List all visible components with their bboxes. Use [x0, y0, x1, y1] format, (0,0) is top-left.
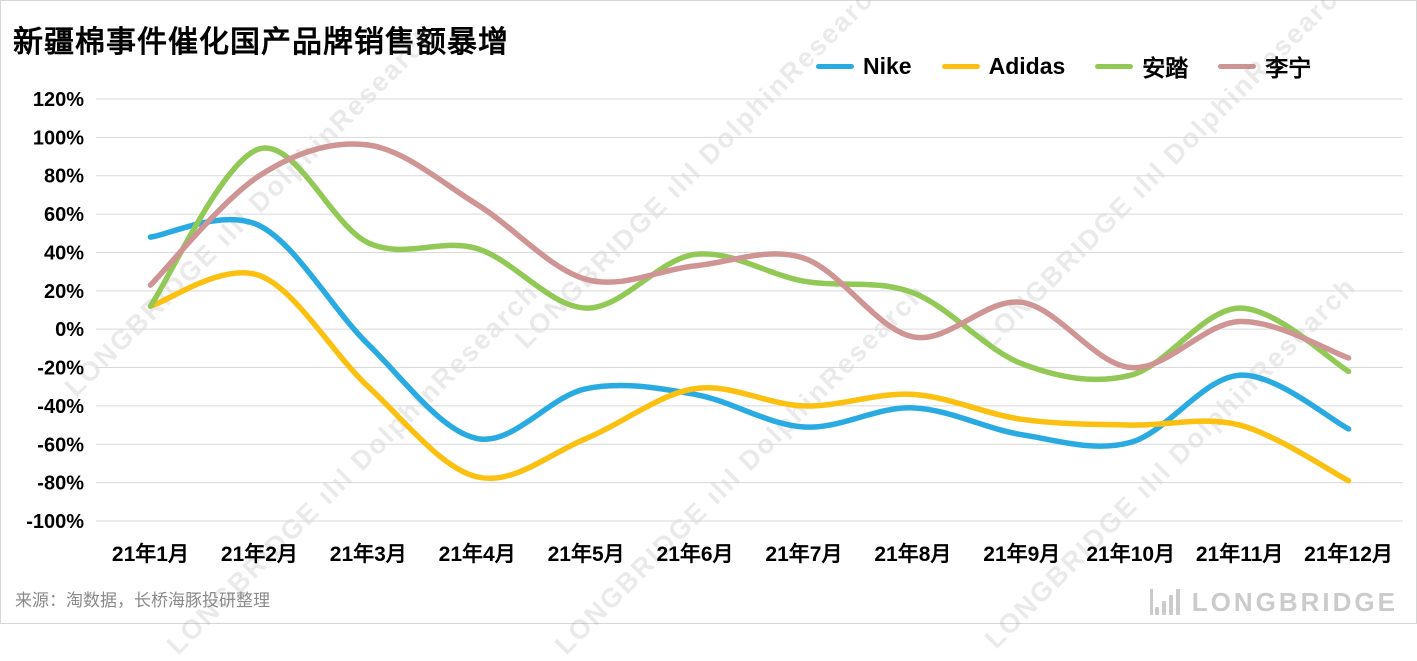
svg-text:-40%: -40%: [37, 396, 84, 418]
legend-item-anta: 安踏: [1095, 49, 1188, 83]
svg-text:21年12月: 21年12月: [1304, 542, 1393, 566]
svg-text:80%: 80%: [44, 166, 84, 188]
line-chart: -100% -80% -60% -40% -20% 0% 20% 40% 60% 80% 100% 1…: [26, 89, 1403, 566]
svg-text:21年3月: 21年3月: [330, 542, 407, 566]
longbridge-logo: LONGBRIDGE: [1149, 587, 1398, 617]
legend-label-adidas: Adidas: [988, 52, 1066, 79]
legend-label-anta: 安踏: [1142, 55, 1189, 81]
legend-item-lining: 李宁: [1218, 49, 1311, 83]
svg-text:20%: 20%: [44, 281, 84, 303]
svg-text:21年5月: 21年5月: [548, 542, 625, 566]
svg-text:21年8月: 21年8月: [874, 542, 951, 566]
legend-line-swatch-anta: [1095, 63, 1134, 69]
svg-text:21年7月: 21年7月: [765, 542, 842, 566]
svg-text:21年2月: 21年2月: [221, 542, 298, 566]
source-note: 来源：淘数据，长桥海豚投研整理: [15, 591, 270, 610]
svg-text:21年10月: 21年10月: [1086, 542, 1175, 566]
legend-line-swatch-lining: [1218, 63, 1257, 69]
svg-text:40%: 40%: [44, 242, 84, 264]
svg-text:120%: 120%: [33, 89, 84, 111]
svg-text:21年4月: 21年4月: [439, 542, 516, 566]
svg-text:21年9月: 21年9月: [983, 542, 1060, 566]
svg-text:-80%: -80%: [37, 473, 84, 495]
svg-text:21年11月: 21年11月: [1196, 542, 1284, 566]
legend-label-lining: 李宁: [1265, 55, 1312, 81]
svg-text:21年6月: 21年6月: [657, 542, 734, 566]
legend-label-nike: Nike: [863, 52, 912, 79]
svg-text:-20%: -20%: [37, 358, 84, 380]
svg-text:21年1月: 21年1月: [112, 542, 189, 566]
legend-item-nike: Nike: [816, 53, 912, 80]
equalizer-bars-icon: [1149, 589, 1182, 615]
legend-item-adidas: Adidas: [941, 52, 1066, 80]
legend-line-swatch-nike: [816, 63, 854, 69]
svg-text:-100%: -100%: [26, 511, 84, 533]
svg-text:60%: 60%: [44, 204, 84, 226]
chart-title: 新疆棉事件催化国产品牌销售额暴增: [13, 26, 509, 59]
legend: Nike Adidas 安踏 李宁: [816, 49, 1311, 83]
svg-text:0%: 0%: [55, 319, 84, 341]
svg-text:-60%: -60%: [37, 434, 84, 456]
legend-line-swatch-adidas: [941, 63, 980, 69]
svg-text:100%: 100%: [33, 127, 84, 149]
longbridge-logo-text: LONGBRIDGE: [1191, 587, 1398, 617]
